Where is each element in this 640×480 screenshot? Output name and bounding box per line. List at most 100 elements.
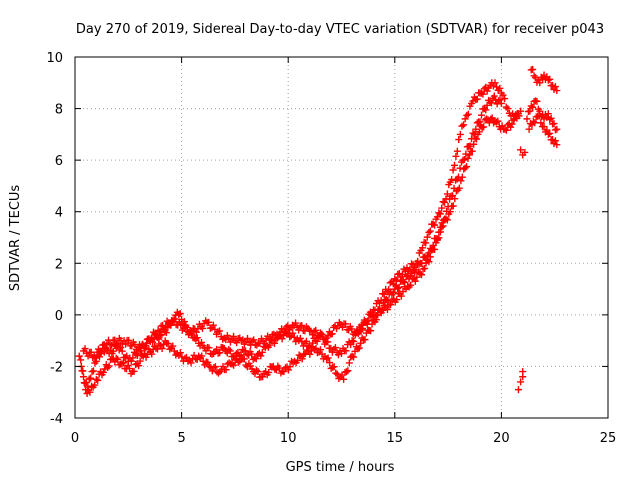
data-point-track-b — [312, 344, 320, 352]
data-point-track-c — [310, 327, 318, 335]
data-point-track-c — [192, 328, 200, 336]
data-point-track-b — [507, 123, 515, 131]
data-point-track-c — [278, 325, 286, 333]
data-point-track-b — [243, 363, 251, 371]
data-point-track-a — [403, 264, 411, 272]
data-point-track-b — [513, 114, 521, 122]
plot-points — [75, 65, 561, 398]
data-point-track-a — [270, 339, 278, 347]
data-point-track-c — [379, 306, 387, 314]
x-tick-label: 5 — [177, 431, 185, 446]
data-point-track-b — [211, 363, 219, 371]
data-point-track-c — [497, 99, 505, 107]
data-point-track-a — [504, 105, 512, 113]
data-point-track-a — [219, 344, 227, 352]
data-point-track-b — [80, 379, 88, 387]
data-point-track-c — [166, 321, 174, 329]
data-point-track-c — [87, 348, 95, 356]
data-point-track-b — [348, 352, 356, 360]
data-point-track-c — [469, 129, 477, 137]
data-point-track-a — [460, 121, 468, 129]
data-point-track-b — [126, 365, 134, 373]
data-point-track-b — [487, 115, 495, 123]
data-point-track-c — [397, 292, 405, 300]
data-point-track-f — [544, 130, 552, 138]
data-point-track-c — [267, 336, 275, 344]
data-point-track-b — [306, 350, 314, 358]
data-point-track-a — [431, 221, 439, 229]
data-point-track-e — [547, 114, 555, 122]
data-point-track-c — [431, 245, 439, 253]
data-point-track-c — [446, 195, 454, 203]
data-point-track-c — [175, 318, 183, 326]
y-tick-label: 6 — [55, 154, 63, 169]
data-point-track-d — [553, 87, 561, 95]
data-point-track-a — [441, 198, 449, 206]
data-point-track-b — [463, 163, 471, 171]
data-point-track-c — [292, 319, 300, 327]
data-point-track-c — [456, 164, 464, 172]
data-point-track-a — [127, 357, 135, 365]
data-point-track-a — [176, 309, 184, 317]
data-point-track-b — [501, 125, 509, 133]
data-point-track-b — [240, 355, 248, 363]
data-point-track-a — [312, 337, 320, 345]
data-point-track-b — [480, 123, 488, 131]
data-point-track-e — [533, 97, 541, 105]
data-point-track-d — [536, 79, 544, 87]
data-point-track-c — [250, 336, 258, 344]
data-point-track-c — [393, 296, 401, 304]
y-tick-label: -4 — [50, 412, 63, 427]
data-point-track-a — [77, 356, 85, 364]
data-point-track-a — [252, 355, 260, 363]
data-point-track-b — [234, 358, 242, 366]
data-point-track-b — [277, 369, 285, 377]
data-point-track-a — [254, 351, 262, 359]
data-point-track-b — [468, 147, 476, 155]
data-point-track-c — [188, 330, 196, 338]
data-point-track-c — [148, 334, 156, 342]
data-point-track-a — [266, 341, 274, 349]
data-point-track-b — [91, 381, 99, 389]
data-point-track-c — [261, 339, 269, 347]
data-point-track-a — [197, 338, 205, 346]
data-point-track-b — [88, 382, 96, 390]
data-point-track-b — [253, 366, 261, 374]
data-point-track-b — [164, 340, 172, 348]
data-point-track-a — [192, 335, 200, 343]
data-point-track-a — [422, 239, 430, 247]
y-tick-label: -2 — [50, 360, 63, 375]
data-point-track-b — [259, 373, 267, 381]
data-point-track-c — [142, 342, 150, 350]
data-point-track-a — [395, 270, 403, 278]
data-point-track-c — [199, 324, 207, 332]
y-tick-label: 10 — [46, 51, 63, 66]
data-point-track-h — [521, 148, 529, 156]
data-point-track-f — [553, 141, 561, 149]
data-point-track-a — [342, 347, 350, 355]
data-point-track-c — [177, 321, 185, 329]
data-point-track-a — [496, 84, 504, 92]
data-point-track-a — [489, 82, 497, 90]
data-point-track-b — [355, 344, 363, 352]
data-point-track-c — [376, 305, 384, 313]
data-point-track-c — [476, 118, 484, 126]
axis-ticks: 0 5 10 15 20 25 -4 -2 0 2 4 6 8 10 — [46, 51, 616, 446]
data-point-track-a — [478, 89, 486, 97]
data-point-track-c — [205, 318, 213, 326]
data-point-track-c — [309, 331, 317, 339]
data-point-track-b — [265, 368, 273, 376]
data-point-track-b — [285, 366, 293, 374]
data-point-track-c — [171, 315, 179, 323]
data-point-track-c — [487, 99, 495, 107]
data-point-track-g — [514, 386, 522, 394]
data-point-track-c — [306, 326, 314, 334]
data-point-track-b — [160, 341, 168, 349]
data-point-track-a — [449, 166, 457, 174]
data-point-track-b — [135, 362, 143, 370]
data-point-track-b — [342, 368, 350, 376]
data-point-track-a — [289, 329, 297, 337]
data-point-track-a — [87, 374, 95, 382]
data-point-track-b — [514, 110, 522, 118]
